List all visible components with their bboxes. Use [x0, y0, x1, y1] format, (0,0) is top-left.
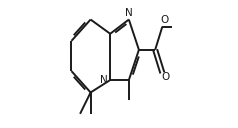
Text: N: N: [125, 8, 133, 18]
Text: O: O: [160, 15, 169, 25]
Text: O: O: [161, 72, 169, 82]
Text: N: N: [100, 75, 108, 85]
